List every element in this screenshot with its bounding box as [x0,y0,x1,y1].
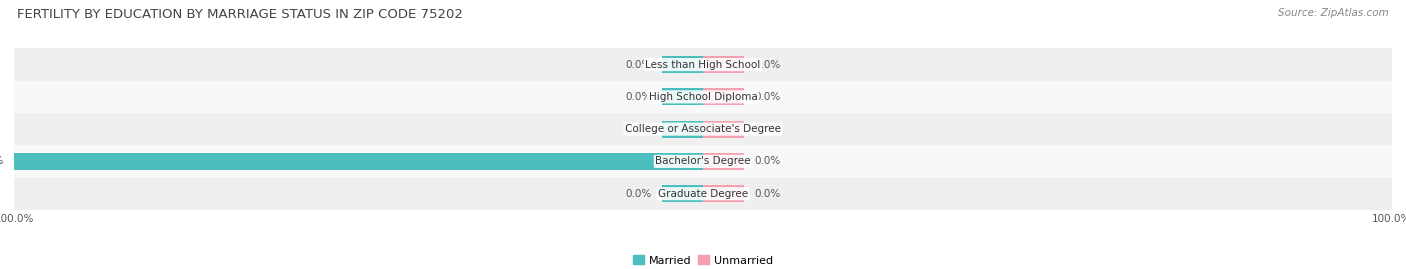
Text: 0.0%: 0.0% [755,156,780,167]
Bar [662,56,703,73]
Bar [14,153,703,170]
Text: Bachelor's Degree: Bachelor's Degree [655,156,751,167]
Legend: Married, Unmarried: Married, Unmarried [633,255,773,266]
Text: 0.0%: 0.0% [626,189,651,199]
Text: Less than High School: Less than High School [645,59,761,70]
Bar [14,48,1392,81]
Text: Graduate Degree: Graduate Degree [658,189,748,199]
Bar [703,153,744,170]
Text: Source: ZipAtlas.com: Source: ZipAtlas.com [1278,8,1389,18]
Bar [703,185,744,202]
Text: 0.0%: 0.0% [626,124,651,134]
Text: 0.0%: 0.0% [626,92,651,102]
Text: College or Associate's Degree: College or Associate's Degree [626,124,780,134]
Bar [14,145,1392,178]
Text: High School Diploma: High School Diploma [648,92,758,102]
Text: 100.0%: 100.0% [0,156,4,167]
Bar [662,185,703,202]
Bar [14,178,1392,210]
Bar [703,89,744,105]
Bar [703,56,744,73]
Text: 0.0%: 0.0% [626,59,651,70]
Bar [662,121,703,137]
Text: 0.0%: 0.0% [755,92,780,102]
Text: 0.0%: 0.0% [755,59,780,70]
Bar [14,113,1392,145]
Text: 0.0%: 0.0% [755,189,780,199]
Bar [14,81,1392,113]
Text: FERTILITY BY EDUCATION BY MARRIAGE STATUS IN ZIP CODE 75202: FERTILITY BY EDUCATION BY MARRIAGE STATU… [17,8,463,21]
Bar [662,89,703,105]
Bar [703,121,744,137]
Text: 0.0%: 0.0% [755,124,780,134]
